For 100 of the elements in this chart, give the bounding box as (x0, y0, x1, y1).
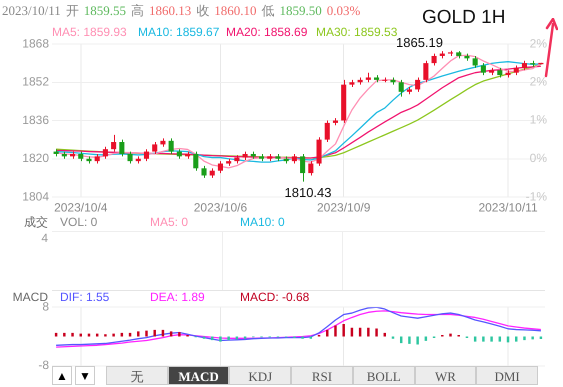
text: VOL: 0 (60, 215, 98, 229)
text: WR (414, 366, 476, 385)
text: 无 (106, 366, 168, 385)
text: MACD: -0.68 (240, 290, 310, 304)
bar (482, 336, 485, 342)
candlestick (292, 153, 297, 164)
text: ▼ (75, 366, 95, 385)
bar (416, 336, 419, 345)
candlestick (316, 136, 322, 166)
candlestick (210, 168, 215, 178)
text: BOLL (352, 366, 415, 385)
text: 1860.10 (214, 3, 256, 19)
x-tick-label: 2023/10/6 (194, 200, 248, 215)
y-tick-label: 1868 (22, 36, 50, 50)
text: RSI (291, 366, 353, 385)
bar (153, 330, 156, 336)
bar (80, 334, 82, 336)
y-tick-label: 1820 (22, 151, 50, 166)
candlestick (514, 65, 519, 76)
bar (358, 328, 362, 336)
candlestick (472, 55, 478, 68)
text: MA20: 1858.69 (226, 25, 308, 39)
bar (408, 336, 411, 344)
text: 1859.50 (280, 3, 322, 19)
bar (490, 336, 493, 342)
candlestick (94, 153, 100, 164)
bar (71, 332, 74, 336)
text: 低 (262, 3, 274, 19)
bar (384, 332, 386, 336)
text: 2023/10/11 (2, 3, 61, 19)
candlestick (324, 120, 330, 143)
candlestick (201, 165, 207, 178)
text: MA5: 1859.93 (52, 25, 127, 39)
bar (170, 331, 172, 336)
x-tick-label: 2023/10/11 (478, 200, 538, 215)
text: 4 (41, 231, 48, 245)
candlestick (432, 53, 437, 66)
candlestick (300, 153, 306, 182)
bar (54, 332, 58, 336)
candlestick (111, 134, 116, 152)
candlestick (480, 62, 486, 76)
text: MA30: 1859.53 (316, 25, 398, 39)
chart-title: GOLD 1H (422, 7, 506, 29)
bar (375, 328, 378, 336)
bar (210, 336, 214, 340)
candlestick (423, 60, 428, 83)
candlestick (152, 142, 158, 154)
text: 0.03% (326, 3, 360, 19)
candlestick (193, 151, 198, 172)
bar (400, 336, 402, 344)
candlestick (308, 160, 314, 176)
text: 1859.55 (84, 3, 126, 19)
bar (227, 336, 230, 340)
bar (88, 334, 90, 336)
bar (342, 324, 345, 336)
bar (137, 331, 140, 336)
y-tick-label: 1804 (22, 189, 50, 204)
candlestick (218, 160, 223, 174)
text: 成交 (24, 215, 48, 229)
candlestick (119, 139, 124, 157)
text: 1860.13 (149, 3, 192, 19)
candlestick (78, 151, 84, 162)
bar (523, 336, 526, 340)
bar (63, 332, 66, 336)
bar (128, 332, 132, 336)
candlestick (128, 151, 133, 164)
bar (367, 328, 370, 336)
annotation: 1810.43 (284, 185, 332, 200)
x-tick-label: 2023/10/9 (316, 200, 371, 215)
text: MA10: 1859.67 (138, 25, 220, 39)
annotation: 1865.19 (396, 35, 443, 50)
text: ▲ (52, 366, 72, 385)
bar (334, 326, 337, 336)
bar (326, 330, 328, 336)
bar (236, 336, 238, 340)
candlestick (522, 60, 528, 71)
y-tick-label: -8 (38, 358, 50, 372)
bar (350, 328, 354, 336)
text: MA10: 0 (240, 215, 285, 229)
bar (474, 336, 476, 342)
text: MACD (168, 366, 230, 385)
bar (424, 336, 428, 341)
candlestick (497, 67, 502, 78)
x-tick-label: 2023/10/4 (54, 200, 108, 215)
bar (498, 336, 502, 342)
y-tick-label: 1852 (22, 74, 50, 89)
candlestick (415, 76, 420, 92)
text: KDJ (229, 366, 292, 385)
text: DMI (476, 366, 538, 385)
bar (112, 334, 115, 336)
text: DEA: 1.89 (150, 290, 205, 304)
text: 高 (131, 3, 144, 19)
candlestick (144, 148, 150, 162)
bar (162, 330, 164, 336)
y-tick-label: 8 (42, 300, 50, 314)
candlestick (168, 138, 174, 154)
text: 开 (66, 3, 79, 19)
candlestick (366, 72, 371, 83)
bar (506, 336, 510, 342)
candlestick (176, 148, 182, 160)
